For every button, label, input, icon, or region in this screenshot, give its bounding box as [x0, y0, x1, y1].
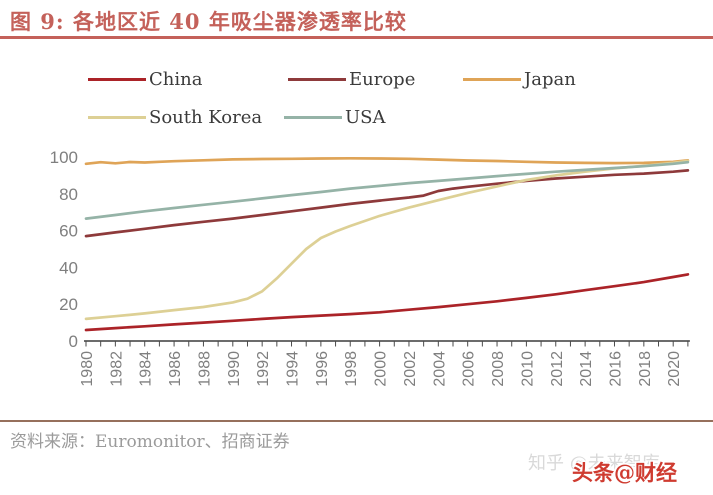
x-tick-label-1998: 1998 [343, 351, 360, 387]
x-tick-label-2008: 2008 [490, 351, 507, 387]
penetration-line-chart: 0 20 40 60 80 100 1980 1982 1984 1986 1988 1990 1992… [50, 148, 690, 387]
x-tick-label-2000: 2000 [373, 351, 390, 387]
x-tick-label-1984: 1984 [138, 351, 155, 387]
y-tick-label-60: 60 [59, 222, 78, 241]
y-tick-label-20: 20 [59, 295, 78, 314]
title-underline [0, 36, 713, 39]
legend-swatch-japan [463, 77, 521, 81]
legend-swatch-usa [284, 115, 342, 119]
x-tick-label-1990: 1990 [226, 351, 243, 387]
legend-swatch-china [88, 77, 146, 81]
legend-label-usa: USA [345, 106, 386, 128]
x-tick-label-1986: 1986 [167, 351, 184, 387]
x-tick-label-1992: 1992 [255, 351, 272, 387]
legend-label-europe: Europe [349, 68, 416, 90]
x-tick-label-1996: 1996 [314, 351, 331, 387]
y-tick-label-100: 100 [50, 148, 78, 167]
chart-legend: China Europe Japan South Korea USA [88, 60, 688, 136]
x-tick-label-1982: 1982 [108, 351, 125, 387]
y-tick-label-40: 40 [59, 258, 78, 277]
legend-label-japan: Japan [524, 68, 576, 90]
source-divider [0, 420, 713, 422]
y-tick-label-0: 0 [69, 332, 78, 351]
series-line-europe [84, 169, 690, 238]
x-tick-label-2006: 2006 [461, 351, 478, 387]
legend-item-europe: Europe [288, 69, 463, 90]
x-tick-label-1980: 1980 [79, 351, 96, 387]
y-tick-label-80: 80 [59, 185, 78, 204]
series-line-china [84, 273, 690, 332]
x-tick-label-2018: 2018 [637, 351, 654, 387]
legend-swatch-europe [288, 77, 346, 81]
x-tick-label-2020: 2020 [666, 351, 683, 387]
figure-title: 图 9: 各地区近 40 年吸尘器渗透率比较 [10, 9, 407, 34]
legend-item-usa: USA [284, 107, 386, 128]
toutiao-watermark: 头条@财经 [572, 460, 677, 485]
x-tick-label-1994: 1994 [285, 351, 302, 387]
zhihu-watermark: 知乎 @未来智库 [528, 453, 660, 474]
legend-item-china: China [88, 69, 288, 90]
x-tick-label-2002: 2002 [402, 351, 419, 387]
source-text: 资料来源：Euromonitor、招商证券 [10, 432, 290, 452]
legend-swatch-south-korea [88, 115, 146, 119]
x-tick-label-2010: 2010 [519, 351, 536, 387]
legend-label-china: China [149, 68, 203, 90]
x-tick-label-2012: 2012 [549, 351, 566, 387]
x-tick-label-2014: 2014 [578, 351, 595, 387]
legend-item-japan: Japan [463, 69, 576, 90]
x-tick-label-2016: 2016 [607, 351, 624, 387]
legend-label-south-korea: South Korea [149, 106, 263, 128]
series-line-japan [84, 156, 690, 166]
legend-row-2: South Korea USA [88, 98, 688, 136]
legend-item-south-korea: South Korea [88, 107, 284, 128]
x-tick-label-2004: 2004 [431, 351, 448, 387]
x-tick-label-1988: 1988 [196, 351, 213, 387]
legend-row-1: China Europe Japan [88, 60, 688, 98]
series-line-usa [84, 160, 690, 220]
series-line-south-korea [84, 159, 690, 321]
